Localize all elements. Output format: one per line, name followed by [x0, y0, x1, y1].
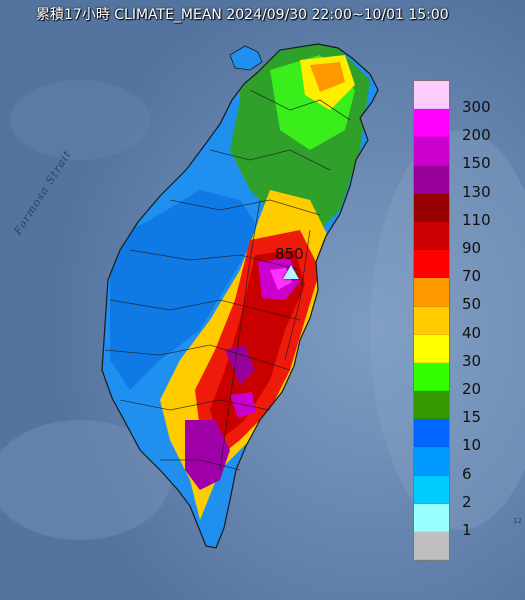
legend-swatch	[414, 81, 449, 110]
legend-label: 150	[462, 154, 491, 173]
map-title: 累積17小時 CLIMATE_MEAN 2024/09/30 22:00~10/…	[36, 7, 449, 23]
legend-label: 70	[462, 267, 482, 286]
legend-label: 200	[462, 126, 491, 145]
legend-swatch	[414, 109, 449, 138]
legend-label: 20	[462, 380, 482, 398]
cloud-patch	[10, 80, 150, 160]
legend-label: 30	[462, 351, 482, 370]
legend-label: 300	[462, 98, 491, 116]
legend-label: 6	[462, 464, 472, 483]
legend-swatch	[414, 447, 449, 476]
legend-swatch	[414, 193, 449, 222]
islet	[229, 45, 263, 71]
legend-swatch	[414, 419, 449, 448]
legend-swatch	[414, 278, 449, 307]
legend-label: 2	[462, 492, 472, 511]
legend-label: 40	[462, 323, 482, 342]
legend-swatch	[414, 165, 449, 194]
legend-label: 110	[462, 210, 491, 229]
legend-swatch	[414, 250, 449, 279]
max-value-label: 850	[275, 245, 304, 263]
county-boundaries	[104, 89, 351, 471]
color-legend	[413, 80, 450, 562]
legend-swatch	[414, 306, 449, 335]
legend-swatch	[414, 503, 449, 532]
rain-band-130	[185, 420, 230, 490]
max-location-triangle-icon	[283, 265, 299, 279]
legend-label: 15	[462, 408, 482, 427]
legend-swatch	[414, 221, 449, 251]
cloud-patch	[0, 420, 170, 540]
legend-swatch	[414, 137, 449, 166]
rain-band-130	[225, 345, 255, 385]
legend-swatch	[414, 334, 449, 363]
legend-swatch	[414, 391, 449, 420]
legend-swatch	[414, 475, 449, 504]
legend-label: 130	[462, 182, 491, 201]
legend-label: 10	[462, 436, 482, 455]
corner-text: 12	[513, 517, 522, 525]
legend-swatch	[414, 362, 449, 392]
rain-band-50	[310, 62, 345, 92]
legend-label: 1	[462, 521, 472, 539]
legend-label: 50	[462, 295, 482, 314]
rain-band-10	[110, 190, 260, 390]
legend-label: 90	[462, 239, 482, 257]
legend-swatch	[414, 532, 449, 561]
